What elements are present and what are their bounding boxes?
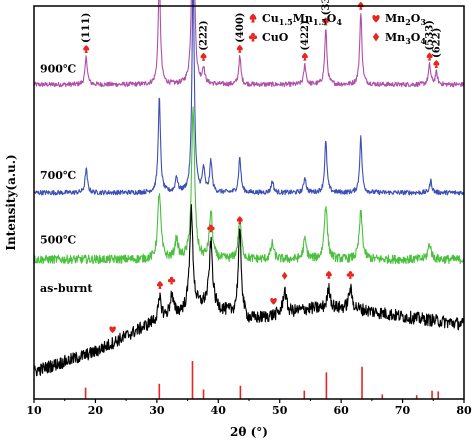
series-label-700℃: 700℃: [40, 169, 76, 182]
phase-marker-heart-0: [109, 326, 116, 334]
phase-marker-club-2: [167, 276, 176, 285]
phase-marker-spade-7: [325, 270, 332, 279]
legend-label: Mn3O4: [385, 31, 426, 46]
peak-label: (111): [81, 13, 92, 43]
y-axis-label: Intensity(a.u.): [4, 154, 18, 250]
phase-marker-club-3: [207, 224, 215, 233]
legend-marker-heart: [372, 14, 380, 23]
x-tick-label-40: 40: [211, 404, 227, 417]
legend: Cu1.5Mn1.5O4 Mn2O3 CuO Mn3O4: [248, 12, 426, 46]
peak-label: (533): [425, 20, 436, 50]
x-tick-label-60: 60: [333, 404, 349, 417]
peak-marker-(222): [200, 52, 207, 61]
series-label-900℃: 900℃: [40, 63, 76, 76]
x-axis-label: 2θ (°): [230, 425, 268, 439]
legend-marker-diamond: [372, 32, 380, 42]
x-tick-label-80: 80: [456, 404, 472, 417]
legend-marker-spade: [249, 13, 257, 23]
x-axis: 10 20 30 40 50 60 70 80: [26, 399, 472, 417]
series-line-500℃: [33, 106, 465, 265]
peak-label: (400): [235, 12, 246, 42]
phase-marker-diamond-6: [281, 271, 288, 280]
series-label-500℃: 500℃: [40, 234, 76, 247]
series-line-700℃: [33, 0, 465, 196]
x-tick-label-50: 50: [272, 404, 288, 417]
x-tick-label-20: 20: [88, 404, 104, 417]
peak-label: (622): [431, 28, 442, 58]
series-label-as-burnt: as-burnt: [40, 282, 93, 295]
x-tick-label-10: 10: [26, 404, 42, 417]
legend-label: CuO: [262, 31, 289, 44]
peak-label: (333): [321, 0, 332, 15]
legend-label: Mn2O3: [385, 12, 426, 27]
peak-marker-(622): [433, 60, 440, 69]
peak-marker-(333): [322, 17, 329, 26]
peak-marker-(111): [83, 45, 90, 54]
legend-marker-club: [248, 32, 258, 42]
phase-marker-heart-5: [270, 297, 277, 305]
reference-lines: [84, 361, 440, 399]
series-line-900℃: [33, 0, 465, 88]
phase-marker-spade-4: [236, 216, 243, 225]
x-tick-label-30: 30: [149, 404, 165, 417]
series-group: [33, 0, 465, 377]
phase-marker-spade-1: [156, 280, 163, 289]
peak-label: (422): [300, 20, 311, 50]
peak-marker-(422): [301, 52, 308, 61]
peak-marker-(400): [236, 44, 243, 53]
plot-frame: [33, 5, 465, 400]
legend-label: Cu1.5Mn1.5O4: [262, 12, 342, 27]
x-tick-label-70: 70: [395, 404, 411, 417]
peak-annotations: (111)(220)(311)(222)(400)(422)(333)(440)…: [81, 0, 442, 334]
series-line-as-burnt: [33, 204, 465, 377]
series-labels: 900℃ 700℃ 500℃ as-burnt: [40, 63, 93, 295]
peak-label: (222): [199, 20, 210, 50]
peak-marker-(533): [426, 52, 433, 61]
phase-marker-club-8: [346, 271, 355, 279]
